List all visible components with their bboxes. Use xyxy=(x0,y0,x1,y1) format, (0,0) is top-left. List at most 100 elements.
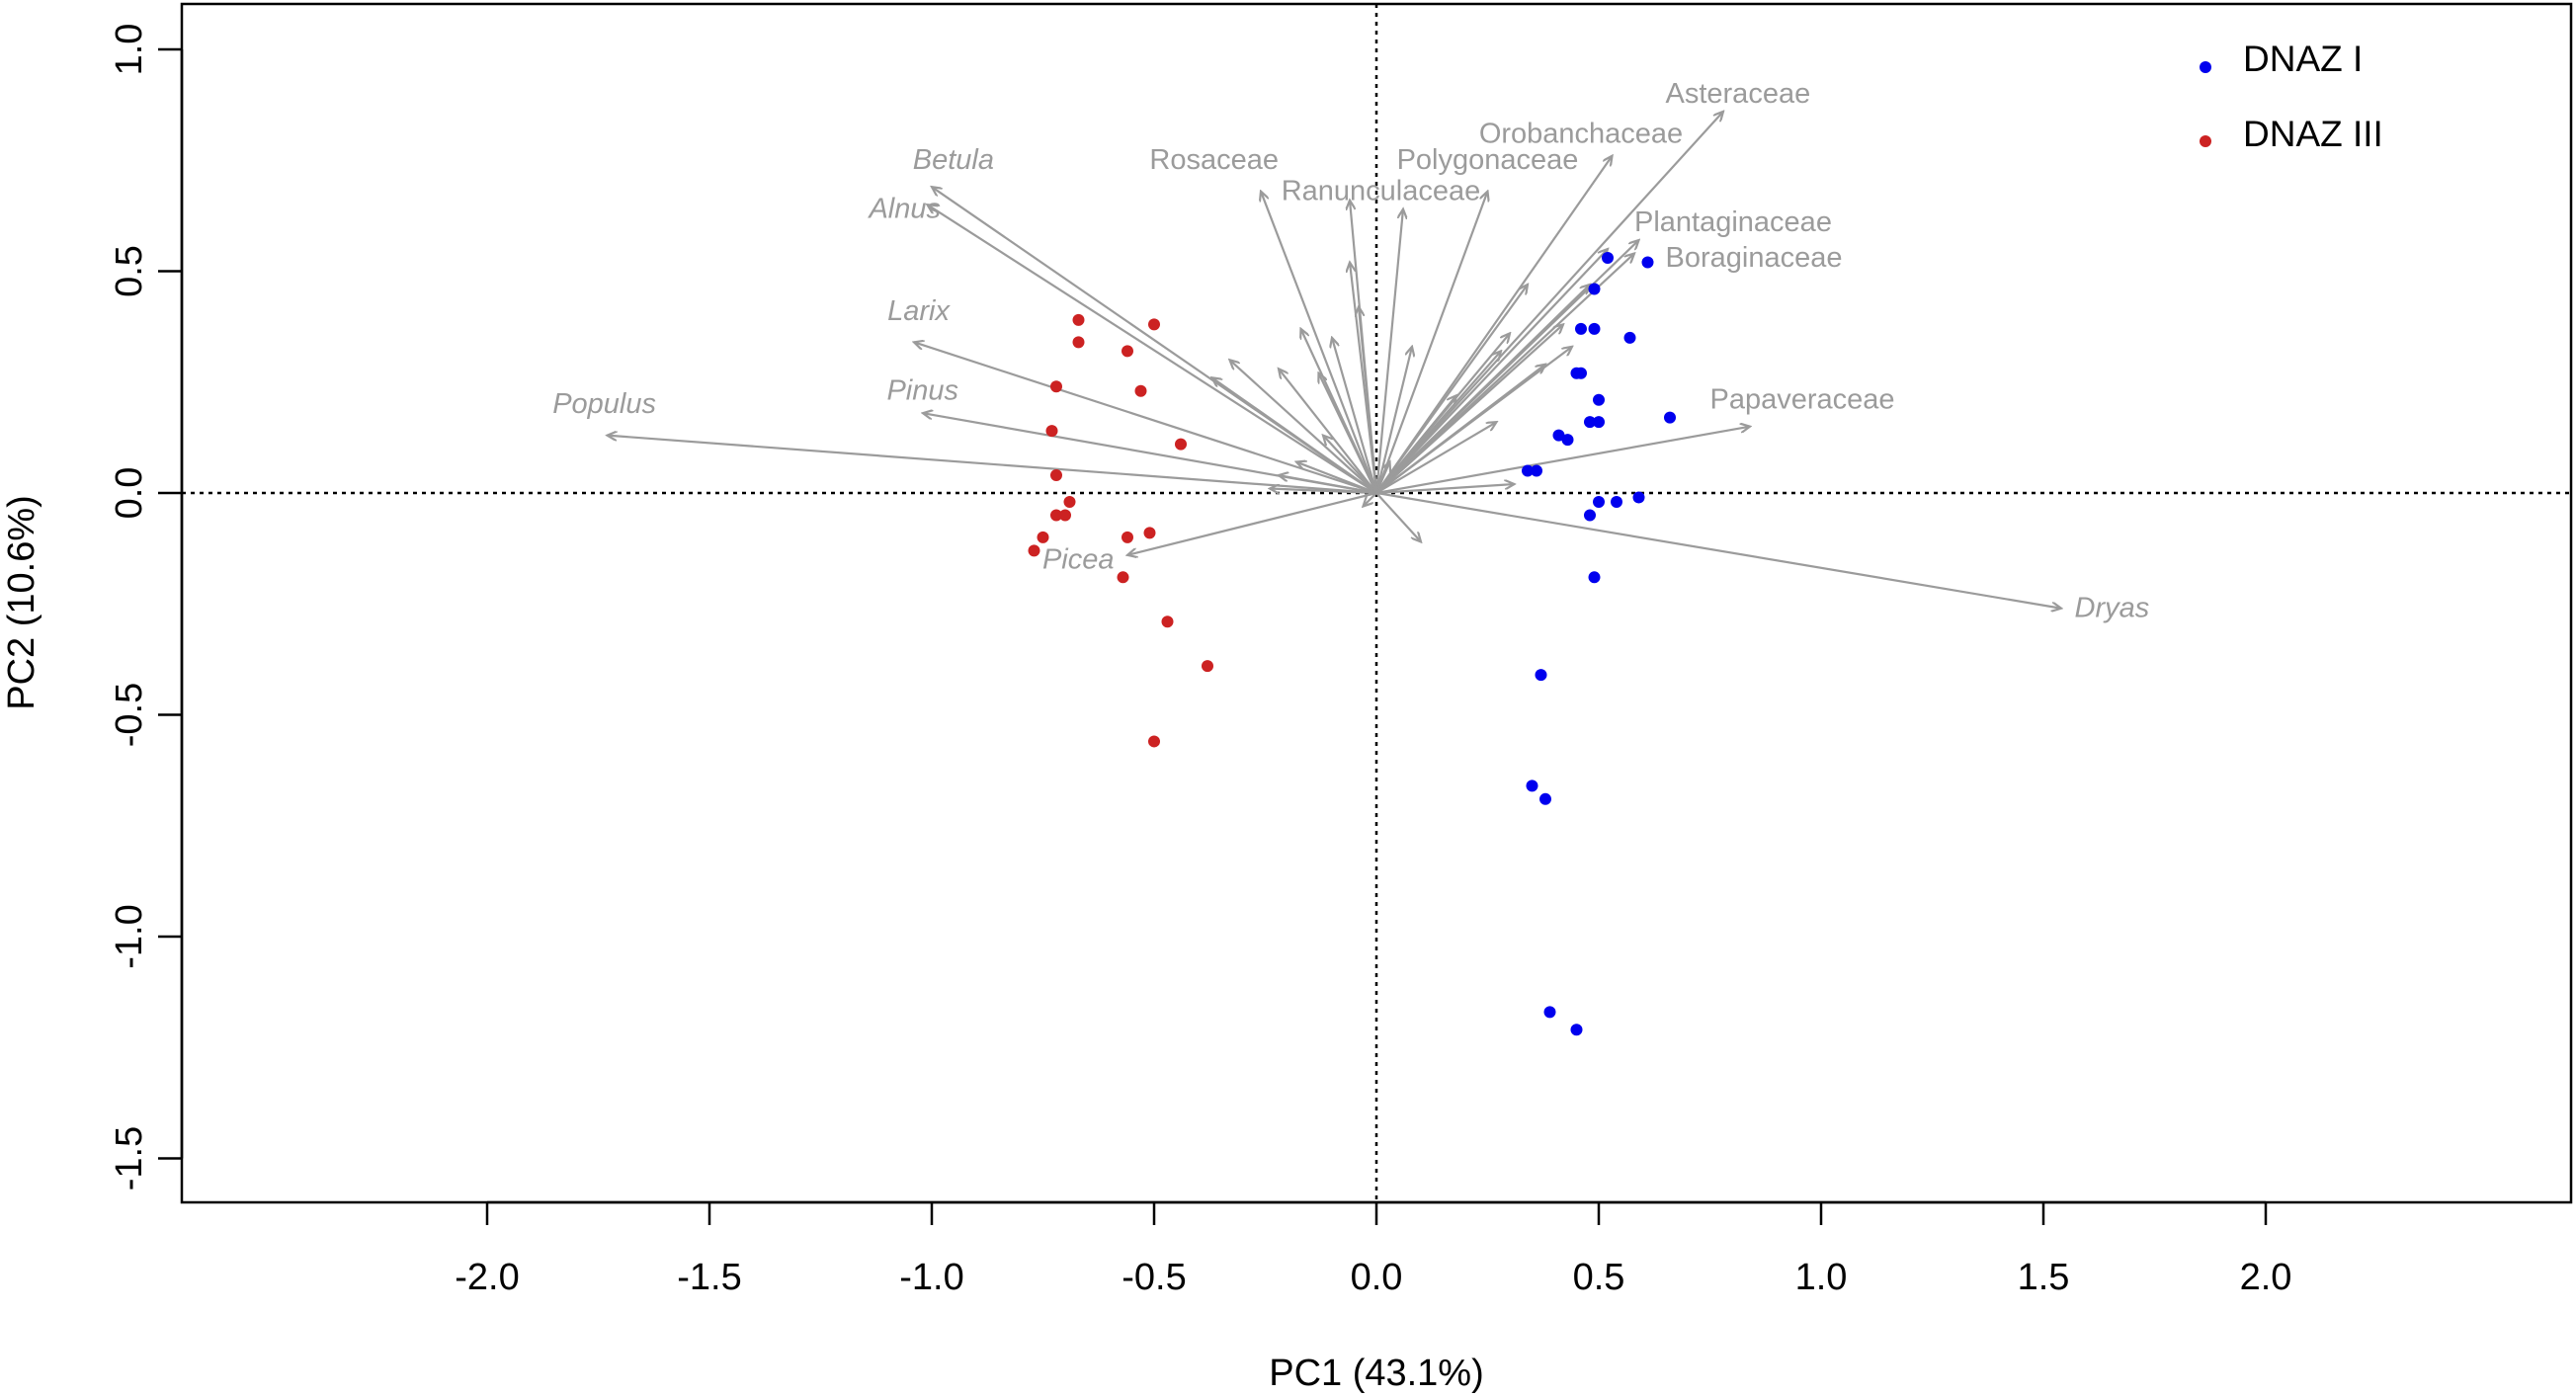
x-tick-label: 0.5 xyxy=(1573,1257,1625,1298)
loading-arrow-orobanchaceae xyxy=(1375,156,1613,494)
loading-label-larix: Larix xyxy=(887,295,951,327)
point-dnaz-i xyxy=(1522,464,1534,477)
loading-arrow-betula xyxy=(932,187,1377,494)
x-tick-label: -1.0 xyxy=(899,1257,963,1298)
point-dnaz-iii xyxy=(1175,438,1187,451)
point-dnaz-i xyxy=(1539,792,1551,805)
y-tick-label: -0.5 xyxy=(109,683,150,747)
loading-label-picea: Picea xyxy=(1042,543,1115,575)
y-tick-label: 1.0 xyxy=(109,24,150,76)
point-dnaz-i xyxy=(1641,256,1654,269)
loading-label-plantaginaceae: Plantaginaceae xyxy=(1634,206,1832,238)
point-dnaz-iii xyxy=(1122,345,1133,358)
point-dnaz-iii xyxy=(1063,495,1076,508)
point-dnaz-i xyxy=(1575,322,1587,335)
x-tick-label: 0.0 xyxy=(1351,1257,1403,1298)
loading-arrow xyxy=(1375,347,1572,494)
point-dnaz-iii xyxy=(1050,469,1062,482)
point-dnaz-iii xyxy=(1072,336,1085,349)
point-dnaz-i xyxy=(1575,367,1587,379)
loading-arrow-asteraceae xyxy=(1375,112,1723,494)
loading-arrow xyxy=(1374,209,1403,494)
y-axis: 1.0 0.5 0.0 -0.5 -1.0 -1.5 xyxy=(109,24,184,1191)
loading-arrow-ranunculaceae xyxy=(1350,201,1378,494)
loading-arrow xyxy=(1375,492,1421,541)
point-dnaz-iii xyxy=(1037,531,1049,543)
point-dnaz-i xyxy=(1552,429,1565,442)
point-dnaz-i xyxy=(1570,1024,1583,1036)
x-axis-title: PC1 (43.1%) xyxy=(1269,1353,1484,1394)
y-tick-label: -1.0 xyxy=(109,904,150,968)
loading-label-orobanchaceae: Orobanchaceae xyxy=(1479,118,1683,149)
point-dnaz-iii xyxy=(1050,509,1062,522)
point-dnaz-i xyxy=(1588,283,1601,295)
legend-marker-dnaz-i xyxy=(2200,61,2211,73)
loading-arrow-picea xyxy=(1127,491,1377,555)
loading-arrow xyxy=(1375,422,1497,494)
y-axis-title: PC2 (10.6%) xyxy=(1,495,42,710)
loading-label-boraginaceae: Boraginaceae xyxy=(1666,242,1843,274)
y-tick-label: -1.5 xyxy=(109,1126,150,1191)
point-dnaz-i xyxy=(1584,416,1596,429)
x-tick-label: 2.0 xyxy=(2240,1257,2292,1298)
loading-labels: Populus Betula Alnus Larix Pinus Picea Rosacea… xyxy=(552,78,2149,624)
point-dnaz-iii xyxy=(1050,380,1062,393)
loading-arrow xyxy=(1375,249,1608,494)
y-tick-label: 0.0 xyxy=(109,467,150,520)
point-dnaz-i xyxy=(1623,331,1636,344)
legend-label-dnaz-i: DNAZ I xyxy=(2243,39,2363,79)
loading-arrow-polygonaceae xyxy=(1374,192,1488,494)
x-tick-label: -1.5 xyxy=(677,1257,741,1298)
loading-arrow-pinus xyxy=(923,413,1377,495)
point-dnaz-iii xyxy=(1143,527,1156,539)
legend-label-dnaz-iii: DNAZ III xyxy=(2243,114,2383,154)
point-dnaz-i xyxy=(1593,495,1605,508)
loading-label-rosaceae: Rosaceae xyxy=(1149,144,1279,176)
loading-arrow-rosaceae xyxy=(1261,192,1378,494)
point-dnaz-i xyxy=(1593,416,1605,429)
y-tick-label: 0.5 xyxy=(109,245,150,297)
point-dnaz-iii xyxy=(1202,660,1213,673)
x-tick-label: 1.5 xyxy=(2018,1257,2070,1298)
point-dnaz-i xyxy=(1611,495,1622,508)
point-dnaz-iii xyxy=(1134,384,1147,397)
loading-label-asteraceae: Asteraceae xyxy=(1666,78,1811,110)
point-dnaz-i xyxy=(1588,322,1601,335)
point-dnaz-iii xyxy=(1117,571,1129,584)
loading-arrow-larix xyxy=(914,342,1377,495)
legend: DNAZ I DNAZ III xyxy=(2200,39,2383,154)
point-dnaz-i xyxy=(1531,464,1542,477)
loading-arrow xyxy=(1375,484,1515,495)
x-tick-label: -0.5 xyxy=(1122,1257,1186,1298)
x-tick-label: 1.0 xyxy=(1795,1257,1848,1298)
loading-label-papaveraceae: Papaveraceae xyxy=(1710,384,1895,416)
loading-label-populus: Populus xyxy=(552,388,656,420)
point-dnaz-iii xyxy=(1148,318,1160,331)
loading-label-alnus: Alnus xyxy=(867,194,941,225)
point-dnaz-iii xyxy=(1072,313,1085,326)
legend-marker-dnaz-iii xyxy=(2200,135,2211,147)
loading-arrow xyxy=(1364,492,1377,506)
points-layer xyxy=(1028,252,1676,1036)
point-dnaz-i xyxy=(1588,571,1601,584)
point-dnaz-i xyxy=(1632,491,1645,504)
loading-label-ranunculaceae: Ranunculaceae xyxy=(1282,176,1481,207)
point-dnaz-i xyxy=(1526,780,1538,792)
loading-arrow xyxy=(1279,369,1377,494)
loading-label-polygonaceae: Polygonaceae xyxy=(1397,144,1579,176)
x-axis: -2.0 -1.5 -1.0 -0.5 0.0 0.5 1.0 1.5 2.0 xyxy=(455,1200,2292,1298)
loading-arrow xyxy=(1319,373,1377,494)
loading-label-betula: Betula xyxy=(913,144,994,176)
loading-arrow-populus xyxy=(608,436,1377,495)
loading-arrow-alnus xyxy=(928,205,1377,494)
point-dnaz-i xyxy=(1584,509,1596,522)
point-dnaz-i xyxy=(1543,1006,1556,1019)
loading-label-pinus: Pinus xyxy=(886,375,958,407)
point-dnaz-i xyxy=(1593,393,1605,406)
point-dnaz-iii xyxy=(1161,616,1174,628)
point-dnaz-i xyxy=(1664,411,1676,424)
point-dnaz-i xyxy=(1561,434,1574,447)
point-dnaz-iii xyxy=(1059,509,1071,522)
loading-arrow xyxy=(1332,338,1378,494)
